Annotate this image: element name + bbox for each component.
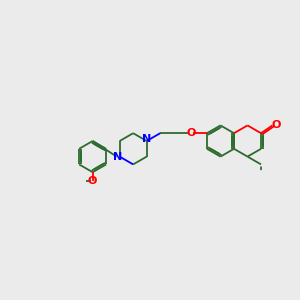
Text: O: O bbox=[272, 120, 281, 130]
Text: N: N bbox=[142, 134, 151, 144]
Text: O: O bbox=[187, 128, 196, 138]
Text: N: N bbox=[112, 152, 122, 162]
Text: O: O bbox=[88, 176, 97, 186]
